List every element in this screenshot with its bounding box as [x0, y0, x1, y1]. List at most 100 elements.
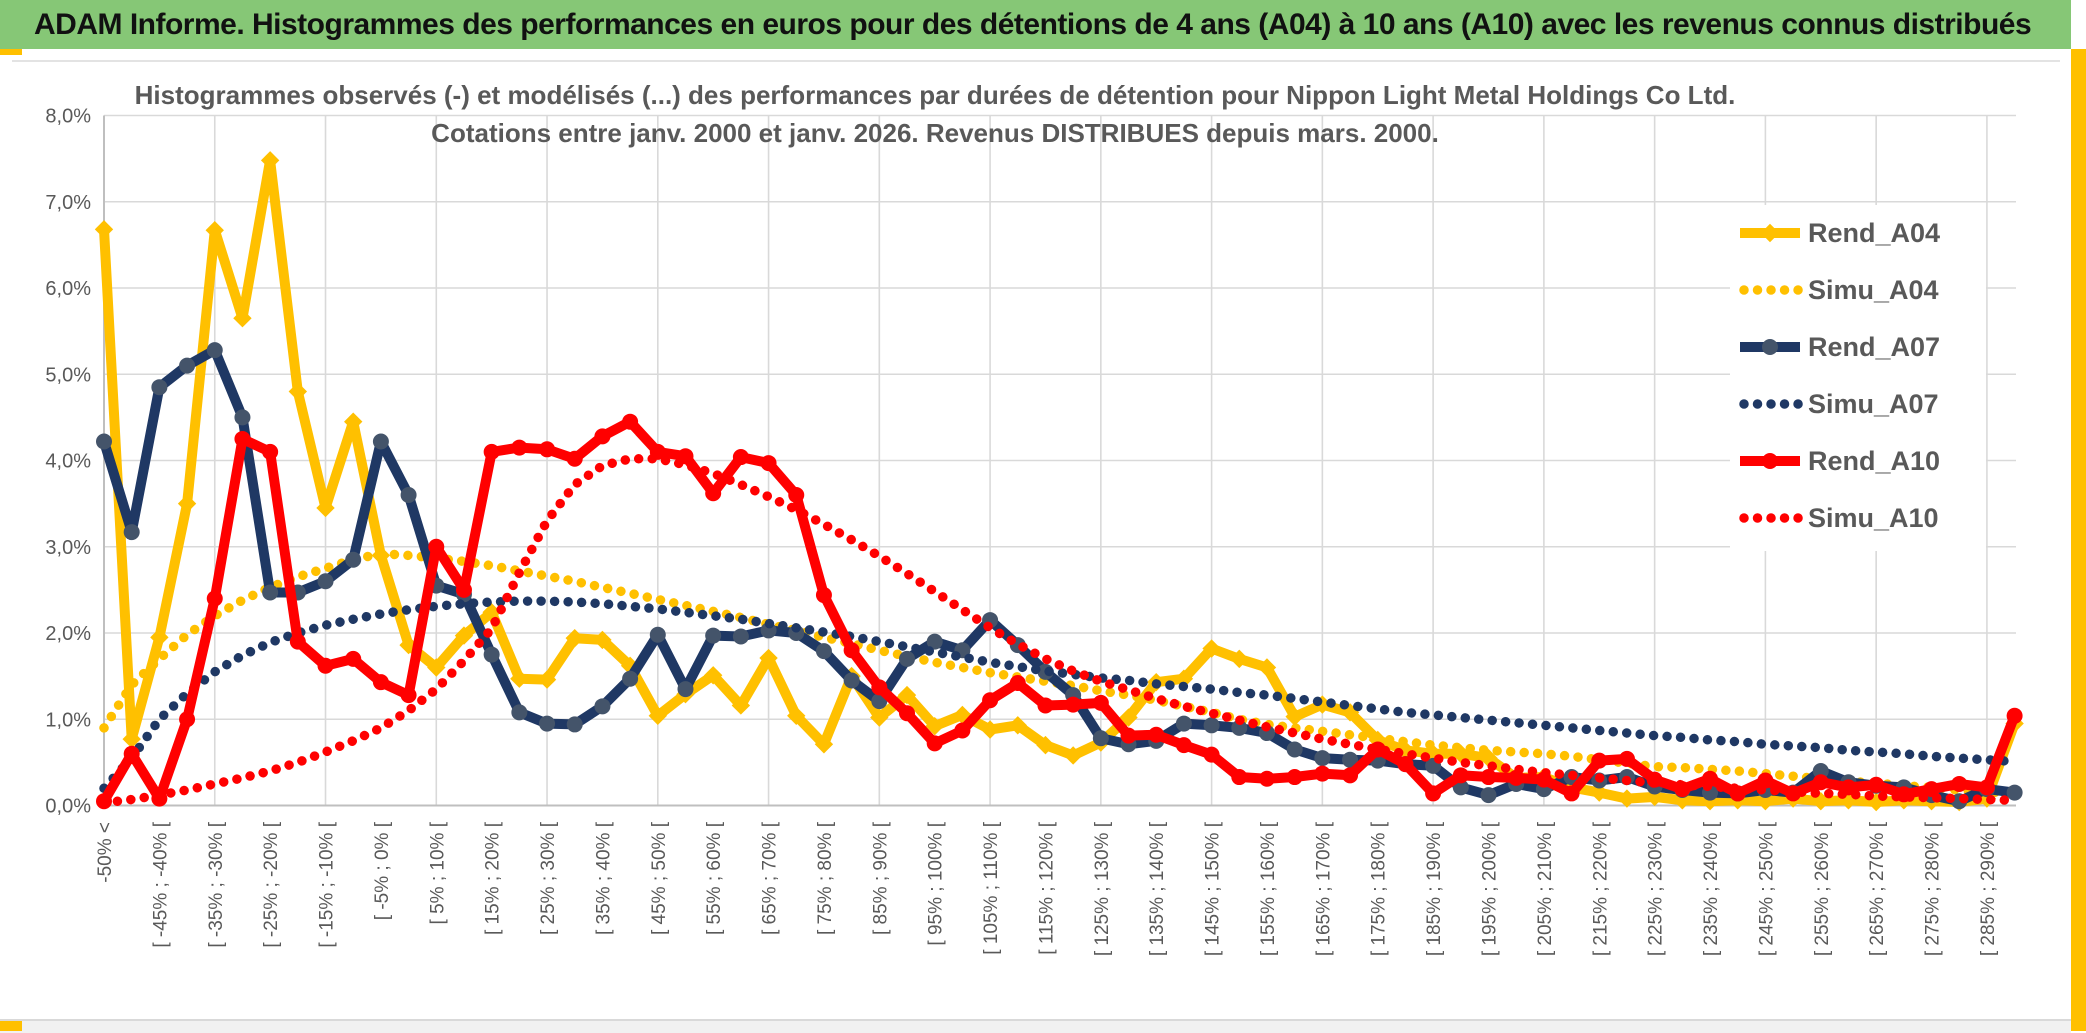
x-tick-label: [ 165% ; 170% [	[1313, 821, 1334, 956]
marker-Rend_A07	[1092, 730, 1109, 747]
marker-Rend_A04	[593, 630, 612, 650]
legend-marker-circle	[1762, 453, 1778, 469]
marker-Rend_A04	[870, 708, 889, 727]
y-tick-label: 7,0%	[45, 192, 91, 214]
legend-item-Rend_A10[interactable]: Rend_A10	[1740, 446, 1940, 476]
legend-item-Simu_A10[interactable]: Simu_A10	[1739, 503, 1939, 533]
series-Simu_A10[interactable]	[99, 454, 2020, 808]
marker-Rend_A10	[1258, 770, 1275, 787]
series-line-Simu_A10[interactable]	[99, 454, 2020, 808]
y-tick-label: 4,0%	[45, 451, 91, 473]
marker-Rend_A04	[316, 498, 335, 518]
x-tick-label: [ 245% ; 250% [	[1756, 821, 1777, 956]
marker-Rend_A04	[1202, 639, 1221, 658]
marker-Rend_A07	[151, 379, 168, 396]
banner-title-bar: ADAM Informe. Histogrammes des performan…	[0, 0, 2071, 49]
marker-Rend_A10	[317, 657, 334, 674]
marker-Rend_A07	[1286, 741, 1303, 758]
legend-marker-circle	[1762, 339, 1778, 355]
y-tick-label: 3,0%	[45, 537, 91, 559]
x-tick-label: [ 285% ; 290% [	[1978, 821, 1999, 956]
marker-Rend_A04	[648, 706, 667, 725]
marker-Rend_A07	[206, 342, 223, 359]
marker-Rend_A04	[260, 151, 280, 170]
x-tick-label: [ 45% ; 50% [	[649, 821, 670, 935]
marker-Rend_A07	[345, 551, 362, 568]
x-tick-label: [ 185% ; 190% [	[1424, 821, 1445, 956]
marker-Rend_A04	[482, 603, 501, 622]
marker-Rend_A10	[871, 679, 888, 696]
chart-object-border	[12, 60, 2060, 62]
marker-Rend_A07	[566, 716, 583, 733]
gold-accent-top-left	[0, 49, 22, 55]
marker-Rend_A10	[511, 439, 528, 456]
marker-Rend_A10	[1092, 694, 1109, 711]
marker-Rend_A07	[1812, 763, 1829, 779]
marker-Rend_A04	[980, 720, 1000, 739]
marker-Rend_A04	[537, 670, 557, 689]
y-tick-label: 2,0%	[45, 623, 91, 645]
marker-Rend_A10	[1314, 765, 1331, 782]
legend-item-Simu_A04[interactable]: Simu_A04	[1739, 275, 1939, 305]
marker-Rend_A07	[234, 409, 251, 426]
marker-Rend_A10	[428, 538, 445, 555]
marker-Rend_A07	[899, 650, 916, 667]
series-line-Rend_A07[interactable]	[99, 345, 2016, 807]
marker-Rend_A10	[123, 745, 140, 762]
x-tick-label: [ -5% ; 0% [	[372, 821, 393, 920]
marker-Rend_A10	[1342, 767, 1359, 784]
marker-Rend_A10	[732, 449, 749, 466]
legend-marker-diamond	[1760, 223, 1780, 243]
gold-accent-bottom-left	[0, 1021, 22, 1031]
marker-Rend_A10	[1618, 750, 1635, 767]
legend-item-Rend_A07[interactable]: Rend_A07	[1740, 332, 1940, 362]
marker-Rend_A07	[123, 524, 140, 541]
marker-Rend_A10	[1148, 726, 1165, 743]
marker-Rend_A04	[344, 412, 363, 431]
marker-Rend_A07	[926, 633, 943, 650]
x-tick-label: [ 35% ; 40% [	[593, 821, 614, 935]
marker-Rend_A10	[455, 581, 472, 598]
marker-Rend_A07	[483, 646, 500, 663]
marker-Rend_A10	[179, 711, 196, 728]
marker-Rend_A04	[510, 669, 529, 688]
x-tick-label: [ 115% ; 120% [	[1036, 821, 1057, 954]
marker-Rend_A04	[205, 221, 224, 240]
marker-Rend_A07	[1231, 719, 1248, 736]
marker-Rend_A04	[731, 696, 751, 715]
x-tick-label: [ -45% ; -40% [	[150, 821, 171, 947]
legend-label: Simu_A04	[1808, 275, 1939, 305]
series-line-Simu_A07[interactable]	[99, 596, 2020, 794]
marker-Rend_A04	[1036, 735, 1055, 755]
y-tick-label: 1,0%	[45, 709, 91, 731]
marker-Rend_A07	[262, 584, 279, 601]
marker-Rend_A04	[1063, 746, 1083, 765]
x-tick-label: [ 15% ; 20% [	[483, 821, 504, 935]
marker-Rend_A10	[206, 590, 223, 607]
chart-title-line2: Cotations entre janv. 2000 et janv. 2026…	[431, 118, 1439, 148]
marker-Rend_A07	[815, 643, 832, 660]
x-tick-label: [ 105% ; 110% [	[981, 821, 1002, 954]
series-line-Rend_A04[interactable]	[99, 155, 2020, 807]
marker-Rend_A04	[1590, 783, 1609, 802]
marker-Rend_A10	[400, 687, 417, 704]
marker-Rend_A10	[372, 674, 389, 691]
series-Simu_A07[interactable]	[99, 596, 2020, 794]
x-tick-label: [ 175% ; 180% [	[1369, 821, 1390, 956]
marker-Rend_A10	[1286, 769, 1303, 786]
marker-Rend_A04	[1257, 658, 1277, 677]
x-tick-label: [ 205% ; 210% [	[1535, 821, 1556, 956]
marker-Rend_A07	[649, 626, 666, 643]
marker-Rend_A04	[1756, 791, 1775, 811]
marker-Rend_A04	[787, 706, 806, 725]
marker-Rend_A07	[1314, 750, 1331, 767]
x-axis-labels: -50% < [ -45% ; -40% [[ -35% ; -30% [[ -2…	[95, 821, 1999, 956]
legend-item-Rend_A04[interactable]: Rend_A04	[1740, 218, 1940, 248]
marker-Rend_A10	[483, 443, 500, 460]
x-tick-label: [ 235% ; 240% [	[1701, 821, 1722, 956]
y-tick-label: 6,0%	[45, 278, 91, 300]
legend-item-Simu_A07[interactable]: Simu_A07	[1739, 389, 1939, 419]
y-axis-labels: 0,0% 1,0% 2,0% 3,0% 4,0% 5,0% 6,0% 7,0% 8,0%	[45, 106, 91, 818]
marker-Rend_A10	[1923, 781, 1940, 798]
x-tick-label: [ 215% ; 220% [	[1590, 821, 1611, 956]
